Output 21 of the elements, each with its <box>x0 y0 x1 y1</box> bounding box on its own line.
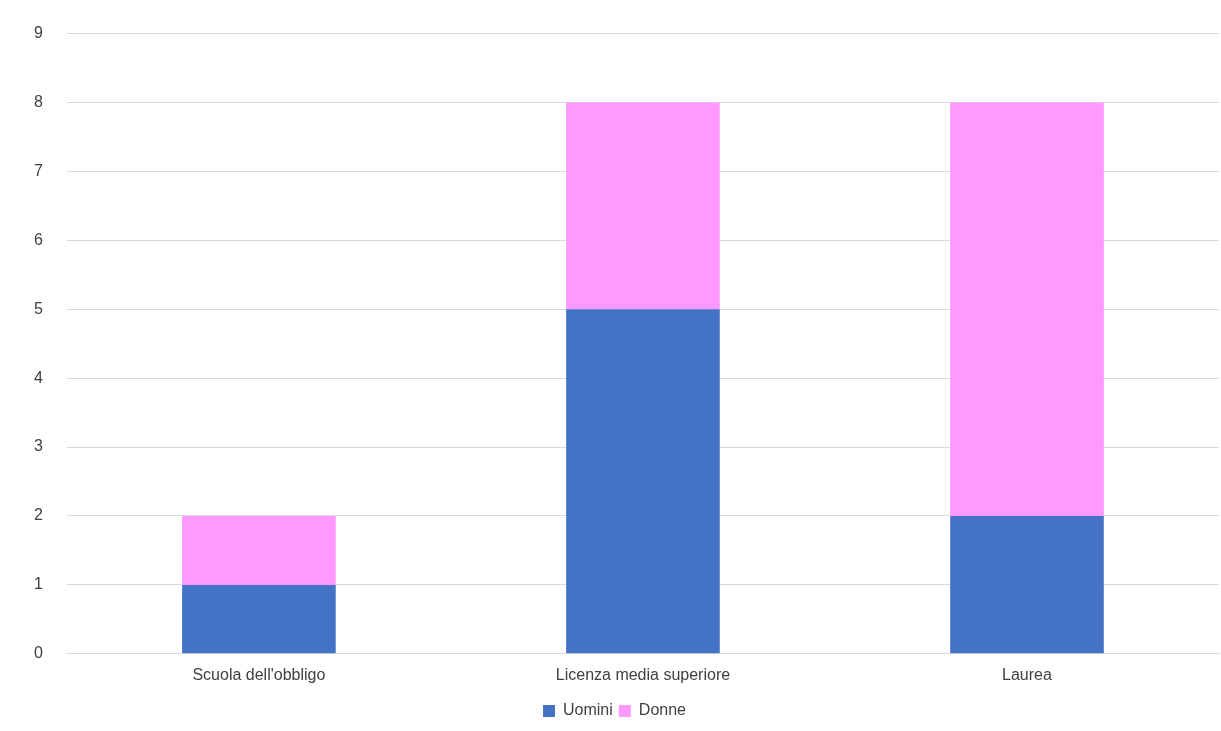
x-tick-label: Licenza media superiore <box>555 665 731 683</box>
bar <box>182 584 336 654</box>
y-tick-label: 5 <box>33 299 43 317</box>
x-tick-label: Laurea <box>1002 665 1052 683</box>
y-tick-label: 3 <box>33 437 43 455</box>
bar <box>182 515 336 585</box>
y-tick-label: 8 <box>33 92 43 110</box>
bar <box>950 102 1104 516</box>
y-tick-label: 1 <box>33 575 43 593</box>
y-tick-label: 6 <box>33 230 43 248</box>
x-tick-label: Scuola dell'obbligo <box>192 665 326 683</box>
bar <box>950 515 1104 654</box>
y-tick-label: 9 <box>33 24 43 42</box>
y-tick-label: 4 <box>33 368 43 386</box>
y-tick-label: 7 <box>33 161 43 179</box>
y-tick-label: 2 <box>33 506 43 524</box>
y-tick-label: 0 <box>33 644 43 662</box>
bar <box>566 102 720 310</box>
legend-label: Uomini <box>563 701 613 719</box>
legend-label: Donne <box>638 701 687 719</box>
bar <box>566 309 720 654</box>
